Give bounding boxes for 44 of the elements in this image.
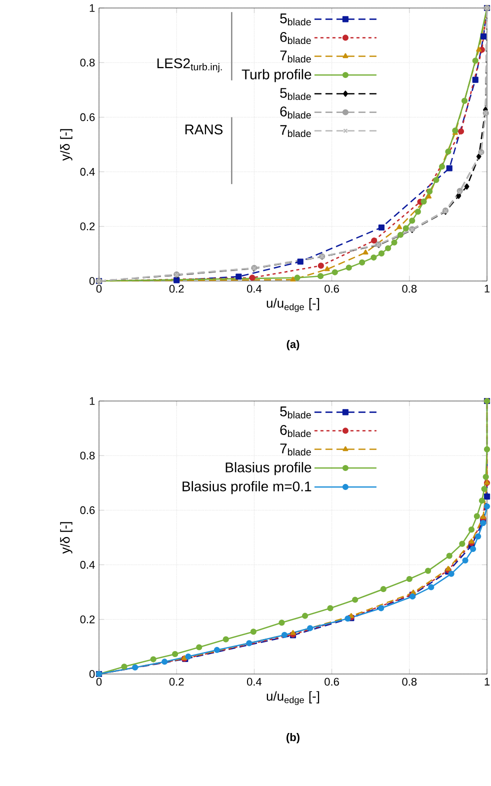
legend-label: 5$_{blade}$ <box>280 14 311 26</box>
text: (b) <box>286 733 300 744</box>
y-tick-label: 0.6 <box>80 506 95 514</box>
x-tick-label: 0 <box>96 678 102 686</box>
annotation: LES2$_{turb.inj.}$ <box>157 58 222 72</box>
x-tick-label: 0 <box>96 284 102 293</box>
y-tick-label: 0.8 <box>80 58 95 66</box>
x-axis-title: u/u$_{edge}$ [-] <box>266 691 320 705</box>
legend-label: 5$_{blade}$ <box>280 406 311 418</box>
x-tick-label: 0.6 <box>324 678 339 686</box>
legend-label: 7$_{blade}$ <box>280 444 311 456</box>
y-tick-label: 0.4 <box>80 168 95 176</box>
x-tick-label: 1 <box>484 678 490 686</box>
x-tick-label: 0.8 <box>402 678 417 686</box>
x-tick-label: 1 <box>484 284 490 292</box>
legend-label: Turb profile <box>242 69 312 82</box>
y-tick-label: 0 <box>89 277 95 285</box>
legend-label: 7$_{blade}$ <box>280 50 311 63</box>
y-tick-label: 0.2 <box>80 616 95 624</box>
legend-label: Blasius profile <box>226 462 312 476</box>
y-tick-label: 0.8 <box>80 452 95 460</box>
legend-label: 5$_{blade}$ <box>280 88 311 100</box>
y-tick-label: 0.4 <box>80 560 95 569</box>
annotation: RANS <box>185 124 223 134</box>
legend-label: 6$_{blade}$ <box>280 106 311 119</box>
x-tick-label: 0.2 <box>169 678 184 686</box>
legend-label: 7$_{blade}$ <box>280 125 311 138</box>
y-tick-label: 1 <box>90 4 95 12</box>
y-tick-label: 0.6 <box>80 113 95 122</box>
x-tick-label: 0.4 <box>246 284 262 293</box>
y-axis-title: y/δ [-] <box>60 522 72 554</box>
x-axis-title: u/u$_{edge}$ [-] <box>266 298 320 312</box>
y-tick-label: 1 <box>90 397 95 405</box>
y-axis-title: y/δ [-] <box>60 129 72 161</box>
text: (a) <box>286 340 300 350</box>
legend-label: 6$_{blade}$ <box>280 32 311 44</box>
x-tick-label: 0.2 <box>169 284 184 293</box>
y-tick-label: 0 <box>89 670 95 678</box>
legend-label: 6$_{blade}$ <box>280 425 311 438</box>
x-tick-label: 0.4 <box>246 678 262 686</box>
x-tick-label: 0.6 <box>324 284 339 293</box>
y-tick-label: 0.2 <box>80 222 95 230</box>
x-tick-label: 0.8 <box>402 284 417 293</box>
legend-label: Blasius profile m=0.1 <box>182 481 312 494</box>
